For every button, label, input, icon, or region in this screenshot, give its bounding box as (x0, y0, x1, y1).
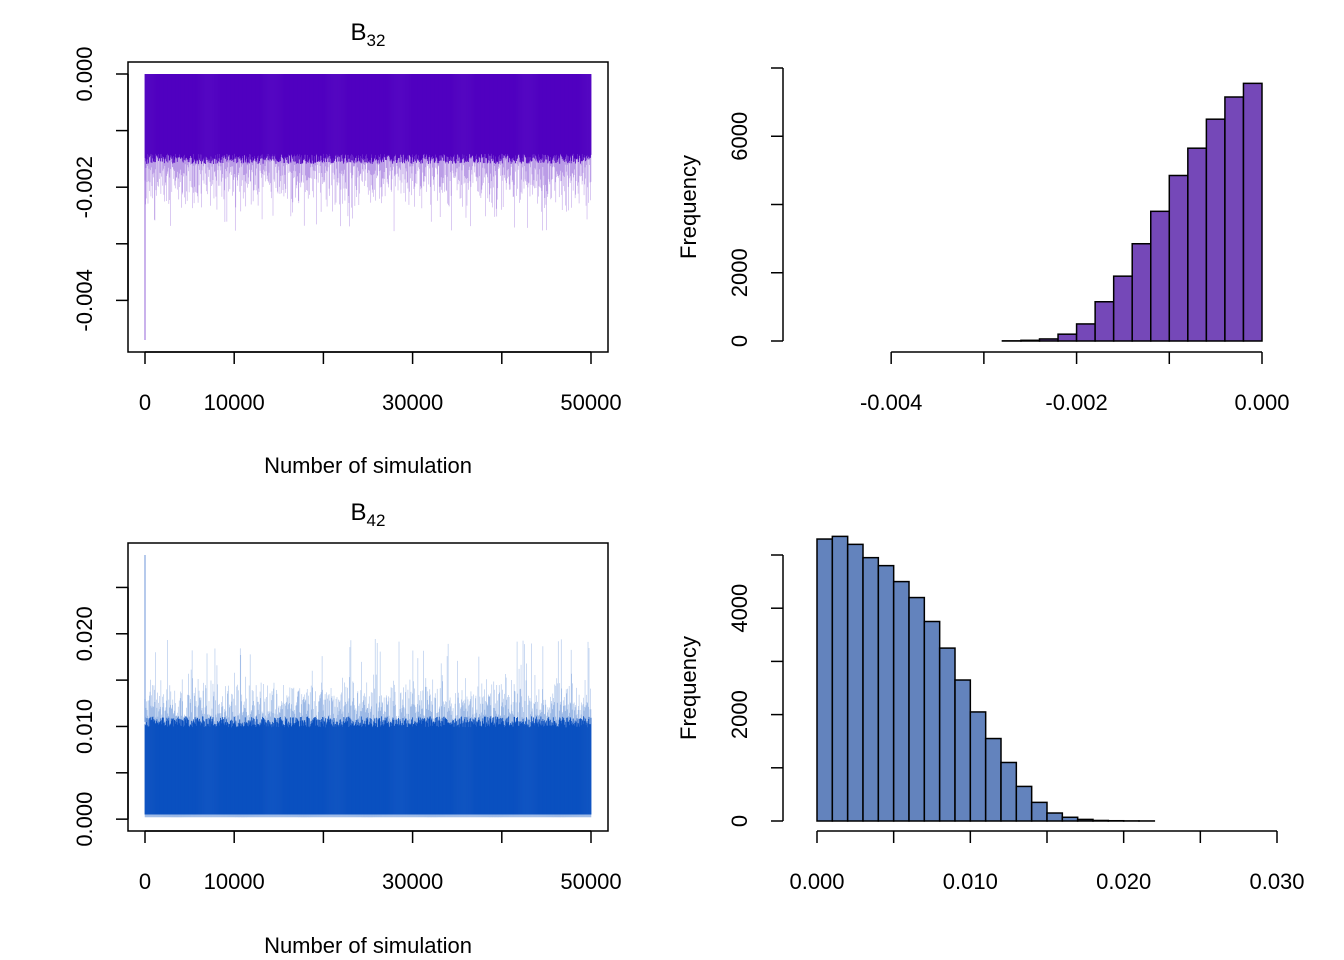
hist-b32-y-tick-label: 2000 (727, 248, 752, 297)
trace-b42-x-tick-label: 30000 (382, 869, 443, 894)
hist-b42-x-tick-label: 0.020 (1096, 869, 1151, 894)
hist-b32-y-label: Frequency (676, 155, 701, 259)
hist-b32-bar (1242, 82, 1263, 342)
hist-b42-bar (831, 535, 849, 822)
hist-b32-bar (1094, 301, 1115, 342)
trace-b42-y-tick-label: 0.000 (72, 792, 97, 847)
trace-b32-x-tick-label: 0 (139, 390, 151, 415)
hist-b42-y-tick-label: 4000 (727, 584, 752, 633)
hist-b42-bar (908, 596, 926, 822)
hist-b42-bar (1000, 761, 1018, 822)
trace-b32-x-tick-label: 10000 (204, 390, 265, 415)
hist-b32-bar (1187, 147, 1208, 342)
hist-b42-bar (923, 620, 941, 822)
hist-b32-x-tick-label: 0.000 (1234, 390, 1289, 415)
hist-b32-x-axis: -0.004 -0.002 0.000 (860, 351, 1290, 415)
hist-b42-bar (969, 711, 987, 822)
hist-b42-bar (846, 543, 864, 822)
hist-b32-bar (1205, 118, 1226, 342)
hist-b42-bar (1046, 812, 1064, 822)
histogram-b32: -0.004 -0.002 0.000 0 2000 6000 Frequency (676, 67, 1290, 415)
trace-b42-x-tick-label: 50000 (560, 869, 621, 894)
hist-b32-y-tick-label: 6000 (727, 112, 752, 161)
trace-b42-x-axis: 0 10000 30000 50000 (139, 830, 622, 894)
hist-b32-y-axis: 0 2000 6000 (727, 67, 784, 347)
trace-b32-y-tick-label: -0.002 (72, 156, 97, 218)
trace-plot-b42: B42 0 10000 30000 50000 0.000 0.010 0.020 Num… (72, 499, 622, 958)
hist-b42-x-tick-label: 0.030 (1249, 869, 1304, 894)
hist-b42-y-tick-label: 0 (727, 815, 752, 827)
hist-b32-x-tick-label: -0.002 (1045, 390, 1107, 415)
hist-b32-y-tick-label: 0 (727, 335, 752, 347)
hist-b42-x-tick-label: 0.000 (789, 869, 844, 894)
trace-b42-y-tick-label: 0.010 (72, 699, 97, 754)
trace-b42-x-tick-label: 0 (139, 869, 151, 894)
hist-b32-bar (1131, 242, 1152, 342)
trace-b42-x-tick-label: 10000 (204, 869, 265, 894)
trace-b32-x-axis: 0 10000 30000 50000 (139, 351, 622, 415)
trace-b42-series (144, 555, 592, 818)
hist-b42-bar (862, 556, 880, 822)
hist-b32-bar (1038, 338, 1059, 342)
hist-b42-y-label: Frequency (676, 636, 701, 740)
trace-b32-y-tick-label: 0.000 (72, 46, 97, 101)
hist-b42-bar (1015, 785, 1033, 822)
trace-b32-title: B32 (351, 19, 386, 50)
trace-b32-x-label: Number of simulation (264, 453, 472, 478)
trace-b32-y-axis: 0.000 -0.002 -0.004 (72, 46, 129, 332)
hist-b32-bar (1168, 174, 1189, 342)
hist-b32-bar (1224, 96, 1245, 342)
hist-b32-bar (1112, 275, 1133, 342)
hist-b32-bar (1075, 323, 1096, 342)
hist-b42-bars (816, 535, 1156, 822)
trace-b32-y-tick-label: -0.004 (72, 269, 97, 331)
hist-b42-bar (984, 737, 1002, 822)
hist-b42-y-axis: 0 2000 4000 (727, 554, 784, 827)
hist-b42-bar (1092, 819, 1110, 822)
hist-b32-bar (1020, 339, 1041, 342)
hist-b32-bars (1001, 82, 1263, 342)
trace-b42-x-label: Number of simulation (264, 933, 472, 958)
histogram-b42: 0.000 0.010 0.020 0.030 0 2000 4000 Frequency (676, 535, 1305, 894)
hist-b42-x-tick-label: 0.010 (943, 869, 998, 894)
hist-b42-bar (877, 564, 895, 822)
hist-b32-bar (1057, 333, 1078, 342)
hist-b42-bar (892, 580, 910, 822)
hist-b42-y-tick-label: 2000 (727, 690, 752, 739)
hist-b32-x-tick-label: -0.004 (860, 390, 922, 415)
trace-plot-b32: B32 0 10000 30000 50000 0.000 -0.002 -0.004 N… (72, 19, 622, 478)
trace-b32-x-tick-label: 30000 (382, 390, 443, 415)
trace-b42-y-axis: 0.000 0.010 0.020 (72, 586, 129, 847)
hist-b42-bar (954, 679, 972, 822)
hist-b42-bar (1030, 801, 1048, 822)
hist-b42-bar (938, 647, 956, 822)
hist-b42-bar (816, 538, 834, 822)
trace-b42-title: B42 (351, 499, 386, 530)
hist-b42-x-axis: 0.000 0.010 0.020 0.030 (789, 830, 1305, 894)
hist-b42-bar (1061, 816, 1079, 822)
trace-b32-x-tick-label: 50000 (560, 390, 621, 415)
hist-b42-bar (1076, 818, 1094, 822)
trace-b42-y-tick-label: 0.020 (72, 606, 97, 661)
hist-b32-bar (1150, 210, 1171, 342)
trace-b32-series (144, 74, 592, 340)
